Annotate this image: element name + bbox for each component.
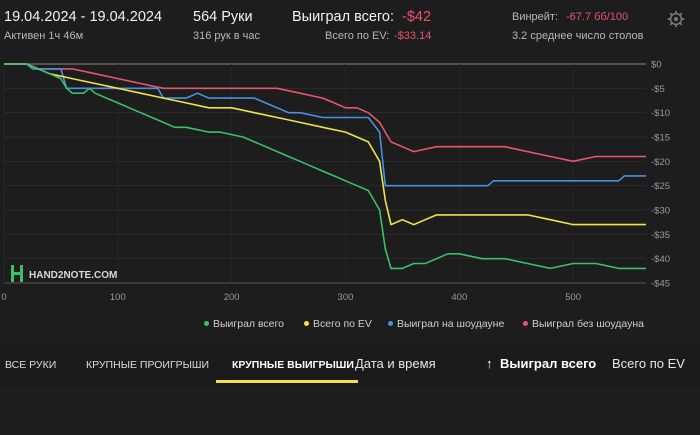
series-line	[4, 63, 646, 187]
chart-grid	[3, 63, 646, 284]
h2n-logo-icon	[11, 265, 23, 282]
sort-won-total[interactable]: Выиграл всего	[500, 356, 597, 371]
y-tick-label: $0	[651, 60, 662, 71]
session-header: 19.04.2024 - 19.04.2024 Активен 1ч 46м 5…	[0, 0, 700, 50]
series-line	[4, 63, 646, 226]
legend-dot-icon	[304, 320, 309, 326]
series-line	[4, 63, 646, 270]
y-tick-label: -$25	[651, 181, 670, 192]
y-tick-label: -$45	[651, 279, 670, 290]
x-tick-label: 400	[451, 292, 467, 303]
brand-logo: HAND2NOTE.COM	[11, 265, 117, 282]
x-tick-label: 200	[224, 292, 240, 303]
ev-total-value: -$33.14	[394, 30, 432, 42]
brand-text: HAND2NOTE.COM	[29, 270, 117, 281]
y-tick-label: -$35	[651, 230, 670, 241]
tab-big-wins[interactable]: КРУПНЫЕ ВЫИГРЫШИ	[232, 359, 354, 371]
sort-ev-total[interactable]: Всего по EV	[612, 356, 685, 371]
y-tick-label: -$20	[651, 157, 670, 168]
x-axis-ticks: 0 100 200 300 400 500	[1, 292, 581, 303]
chart-legend: Выиграл всего Всего по EV Выиграл на шоу…	[0, 318, 700, 334]
settings-gear-icon[interactable]	[667, 10, 685, 28]
active-tab-indicator	[216, 380, 358, 383]
won-total-value: -$42	[402, 9, 432, 25]
legend-won-total[interactable]: Выиграл всего	[204, 318, 284, 330]
tab-big-losses[interactable]: КРУПНЫЕ ПРОИГРЫШИ	[86, 359, 210, 371]
x-tick-label: 0	[1, 292, 6, 303]
y-tick-label: -$5	[651, 84, 665, 95]
tab-all-hands[interactable]: ВСЕ РУКИ	[5, 359, 57, 371]
legend-showdown[interactable]: Выиграл на шоудауне	[388, 318, 504, 330]
date-range: 19.04.2024 - 19.04.2024	[4, 9, 163, 25]
avg-tables: 3.2 среднее число столов	[512, 30, 644, 42]
legend-dot-icon	[204, 320, 209, 326]
hands-count: 564 Руки	[193, 9, 253, 25]
hands-list-area	[0, 385, 700, 435]
sort-date-time[interactable]: Дата и время	[355, 356, 436, 371]
legend-ev-total[interactable]: Всего по EV	[304, 318, 372, 330]
chart-series	[4, 63, 646, 270]
hands-per-hour: 316 рук в час	[193, 30, 261, 42]
y-axis-ticks: $0 -$5 -$10 -$15 -$20 -$25 -$30 -$35 -$40 -$45	[651, 60, 670, 290]
x-tick-label: 100	[110, 292, 126, 303]
y-tick-label: -$10	[651, 108, 670, 119]
legend-dot-icon	[523, 320, 528, 326]
y-tick-label: -$15	[651, 133, 670, 144]
legend-non-showdown[interactable]: Выиграл без шоудауна	[523, 318, 644, 330]
profit-graph: $0 -$5 -$10 -$15 -$20 -$25 -$30 -$35 -$40 -$45 0 1…	[1, 60, 670, 304]
y-tick-label: -$30	[651, 206, 670, 217]
winrate-label: Винрейт:	[512, 11, 559, 23]
x-tick-label: 300	[338, 292, 354, 303]
legend-dot-icon	[388, 320, 393, 326]
ev-total-label: Всего по EV:	[325, 30, 390, 42]
y-tick-label: -$40	[651, 254, 670, 265]
active-time: Активен 1ч 46м	[4, 30, 84, 42]
x-tick-label: 500	[565, 292, 581, 303]
hands-tabs-bar: ВСЕ РУКИ КРУПНЫЕ ПРОИГРЫШИ КРУПНЫЕ ВЫИГР…	[0, 345, 700, 385]
winrate-value: -67.7 бб/100	[566, 11, 629, 23]
sort-arrow-icon: ↑	[486, 356, 493, 371]
won-total-label: Выиграл всего:	[292, 9, 395, 25]
series-line	[4, 63, 646, 163]
